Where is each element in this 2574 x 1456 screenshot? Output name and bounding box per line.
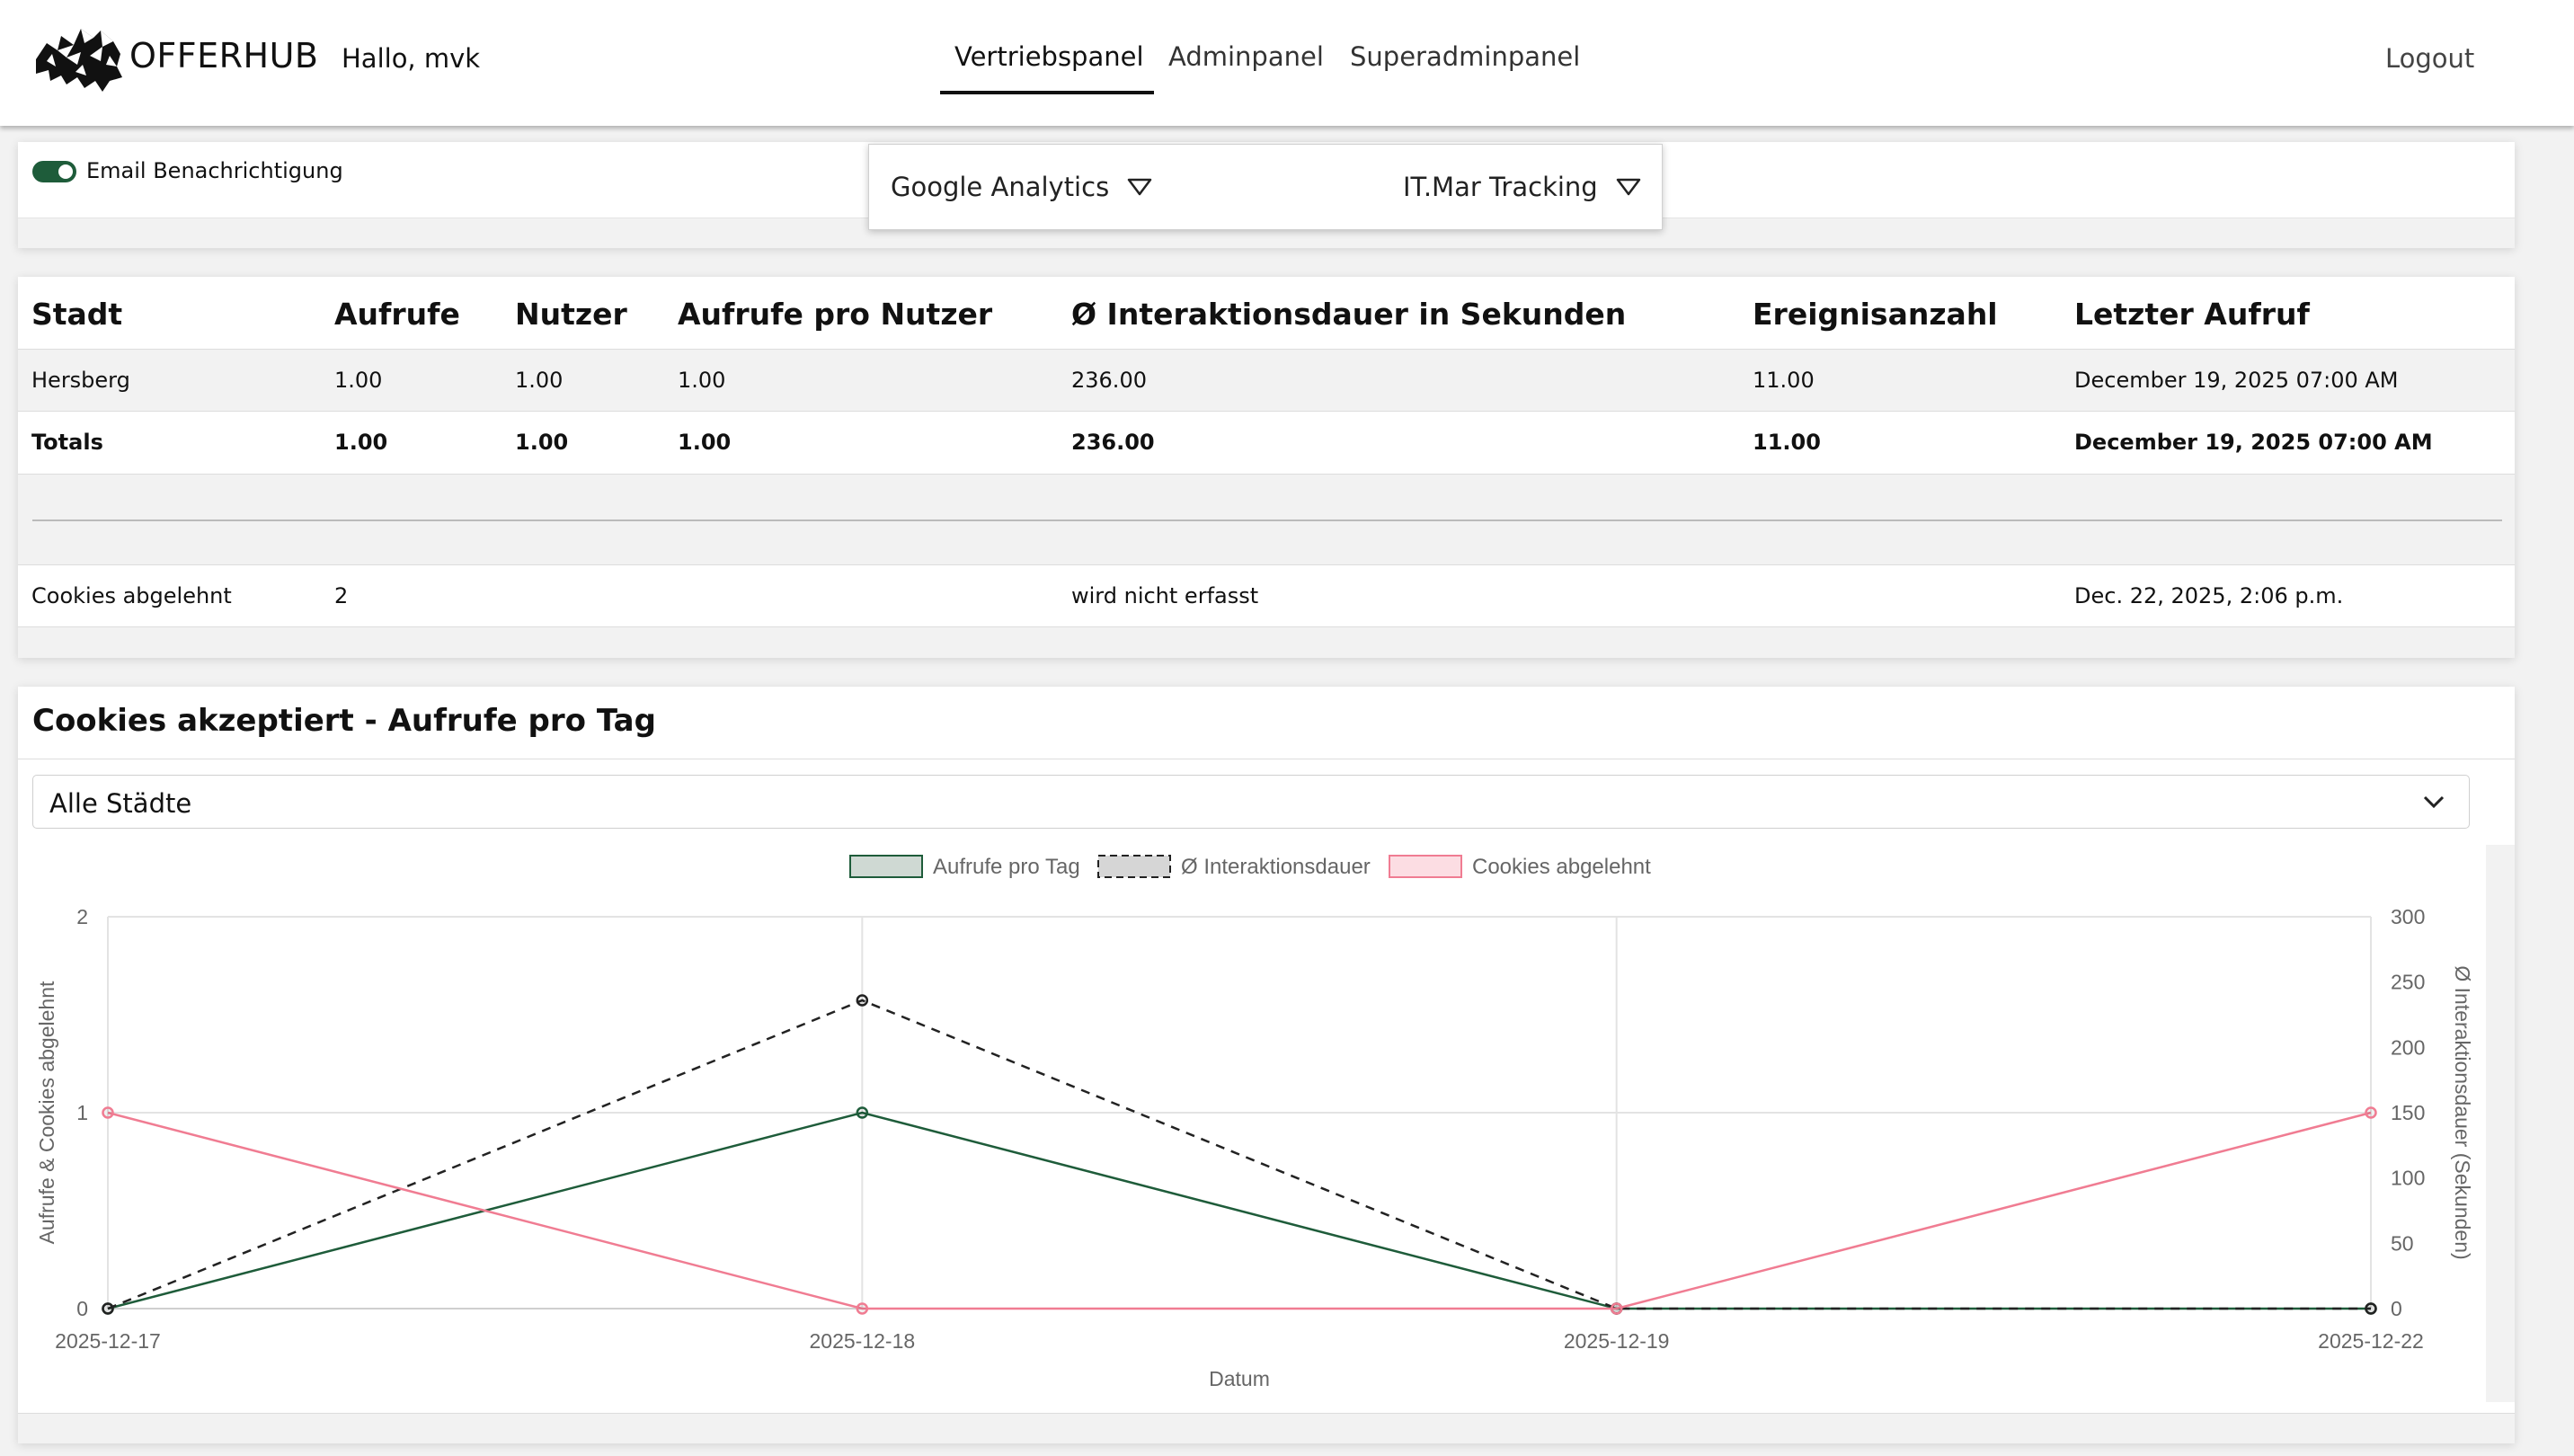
logout-link[interactable]: Logout	[2385, 43, 2475, 74]
x-tick-label: 2025-12-19	[1564, 1329, 1670, 1353]
table-row: Hersberg 1.00 1.00 1.00 236.00 11.00 Dec…	[18, 349, 2515, 412]
cell-aufrufe: 1.00	[334, 368, 383, 393]
totals-aufrufe-pro-nutzer: 1.00	[678, 430, 732, 455]
legend-label: Ø Interaktionsdauer	[1181, 855, 1371, 879]
cookies-declined-duration: wird nicht erfasst	[1071, 583, 1259, 608]
chart-title: Cookies akzeptiert - Aufrufe pro Tag	[32, 703, 656, 739]
data-point	[102, 1302, 114, 1315]
totals-label: Totals	[31, 430, 103, 455]
table-footer-strip	[18, 627, 2515, 658]
nav-adminpanel[interactable]: Adminpanel	[1168, 41, 1324, 72]
data-point	[2365, 1302, 2377, 1315]
y-axis-title: Aufrufe & Cookies abgelehnt	[35, 981, 58, 1244]
x-tick-label: 2025-12-18	[810, 1329, 916, 1353]
legend-swatch	[1097, 855, 1171, 878]
totals-ereignisanzahl: 11.00	[1753, 430, 1821, 455]
city-select-value: Alle Städte	[49, 788, 192, 819]
cookies-declined-last: Dec. 22, 2025, 2:06 p.m.	[2074, 583, 2344, 608]
y2-tick-label: 200	[2391, 1035, 2425, 1059]
legend-label: Cookies abgelehnt	[1472, 855, 1651, 879]
data-point	[1610, 1302, 1623, 1315]
cookies-declined-count: 2	[334, 583, 349, 608]
y2-tick-label: 250	[2391, 971, 2425, 994]
tracking-dropdown[interactable]: IT.Mar Tracking	[1403, 172, 1641, 202]
source-dropdown[interactable]: Google Analytics	[891, 172, 1152, 202]
table-separator	[18, 475, 2515, 564]
top-navbar: OFFERHUB Hallo, mvk Vertriebspanel Admin…	[0, 0, 2574, 126]
col-header-stadt: Stadt	[31, 297, 123, 332]
col-header-letzter-aufruf: Letzter Aufruf	[2074, 297, 2310, 332]
cell-nutzer: 1.00	[515, 368, 564, 393]
totals-aufrufe: 1.00	[334, 430, 388, 455]
divider	[32, 519, 2502, 521]
y2-tick-label: 0	[2391, 1297, 2402, 1320]
brand-name: OFFERHUB	[129, 36, 319, 75]
chevron-down-icon	[2423, 795, 2445, 809]
x-tick-label: 2025-12-22	[2318, 1329, 2424, 1353]
source-dropdown-label: Google Analytics	[891, 172, 1110, 202]
cell-interaktionsdauer: 236.00	[1071, 368, 1147, 393]
triangle-down-icon	[1127, 178, 1152, 196]
y2-tick-label: 300	[2391, 905, 2425, 928]
legend-swatch	[1389, 855, 1462, 878]
series-line	[107, 1111, 2372, 1310]
line-chart: 0 1 2 0 50 100 150 200 250 300 2025-12-17 2025-12-1…	[35, 855, 2474, 1390]
y-tick-label: 1	[76, 1101, 88, 1124]
card-footer-strip	[18, 1413, 2515, 1443]
chart-card: Cookies akzeptiert - Aufrufe pro Tag All…	[18, 687, 2515, 1443]
email-notification-label: Email Benachrichtigung	[86, 158, 343, 183]
col-header-aufrufe-pro-nutzer: Aufrufe pro Nutzer	[678, 297, 993, 332]
totals-letzter-aufruf: December 19, 2025 07:00 AM	[2074, 430, 2433, 455]
col-header-nutzer: Nutzer	[515, 297, 627, 332]
y2-tick-label: 150	[2391, 1101, 2425, 1124]
data-point	[2365, 1106, 2377, 1119]
tracking-dropdown-label: IT.Mar Tracking	[1403, 172, 1598, 202]
y-tick-label: 2	[76, 905, 88, 928]
col-header-ereignisanzahl: Ereignisanzahl	[1753, 297, 1998, 332]
cookies-declined-label: Cookies abgelehnt	[31, 583, 232, 608]
totals-interaktionsdauer: 236.00	[1071, 430, 1155, 455]
y-tick-label: 0	[76, 1297, 88, 1320]
offerhub-logo-icon[interactable]	[31, 25, 126, 95]
cookies-declined-row: Cookies abgelehnt 2 wird nicht erfasst D…	[18, 564, 2515, 627]
cell-stadt: Hersberg	[31, 368, 130, 393]
col-header-interaktionsdauer: Ø Interaktionsdauer in Sekunden	[1071, 297, 1627, 332]
user-greeting: Hallo, mvk	[342, 43, 481, 74]
x-tick-label: 2025-12-17	[55, 1329, 161, 1353]
cell-letzter-aufruf: December 19, 2025 07:00 AM	[2074, 368, 2399, 393]
y2-tick-label: 50	[2391, 1231, 2414, 1255]
series-line	[107, 1111, 2371, 1310]
cell-ereignisanzahl: 11.00	[1753, 368, 1815, 393]
toggle-knob	[58, 164, 73, 179]
cell-aufrufe-pro-nutzer: 1.00	[678, 368, 726, 393]
stats-table: Stadt Aufrufe Nutzer Aufrufe pro Nutzer …	[18, 277, 2515, 658]
email-notification-toggle[interactable]	[32, 161, 76, 182]
data-point	[856, 994, 869, 1007]
filter-dropdown-panel: Google Analytics IT.Mar Tracking	[868, 144, 1663, 230]
col-header-aufrufe: Aufrufe	[334, 297, 460, 332]
data-point	[856, 1106, 869, 1119]
chart-area: 0 1 2 0 50 100 150 200 250 300 2025-12-17 2025-12-1…	[18, 845, 2515, 1402]
series-line	[107, 999, 2371, 1310]
x-axis-title: Datum	[1209, 1367, 1270, 1390]
data-point	[102, 1106, 114, 1119]
totals-nutzer: 1.00	[515, 430, 569, 455]
nav-superadminpanel[interactable]: Superadminpanel	[1350, 41, 1581, 72]
totals-row: Totals 1.00 1.00 1.00 236.00 11.00 Decem…	[18, 412, 2515, 475]
y2-tick-label: 100	[2391, 1167, 2425, 1190]
nav-vertriebspanel[interactable]: Vertriebspanel	[954, 41, 1144, 72]
chart-side-strip	[2486, 845, 2515, 1402]
data-point	[856, 1302, 869, 1315]
city-select[interactable]: Alle Städte	[32, 775, 2470, 829]
y2-axis-title: Ø Interaktionsdauer (Sekunden)	[2451, 965, 2474, 1259]
triangle-down-icon	[1616, 178, 1640, 196]
active-nav-indicator	[940, 91, 1154, 94]
legend-swatch	[849, 855, 923, 878]
legend-label: Aufrufe pro Tag	[933, 855, 1080, 879]
